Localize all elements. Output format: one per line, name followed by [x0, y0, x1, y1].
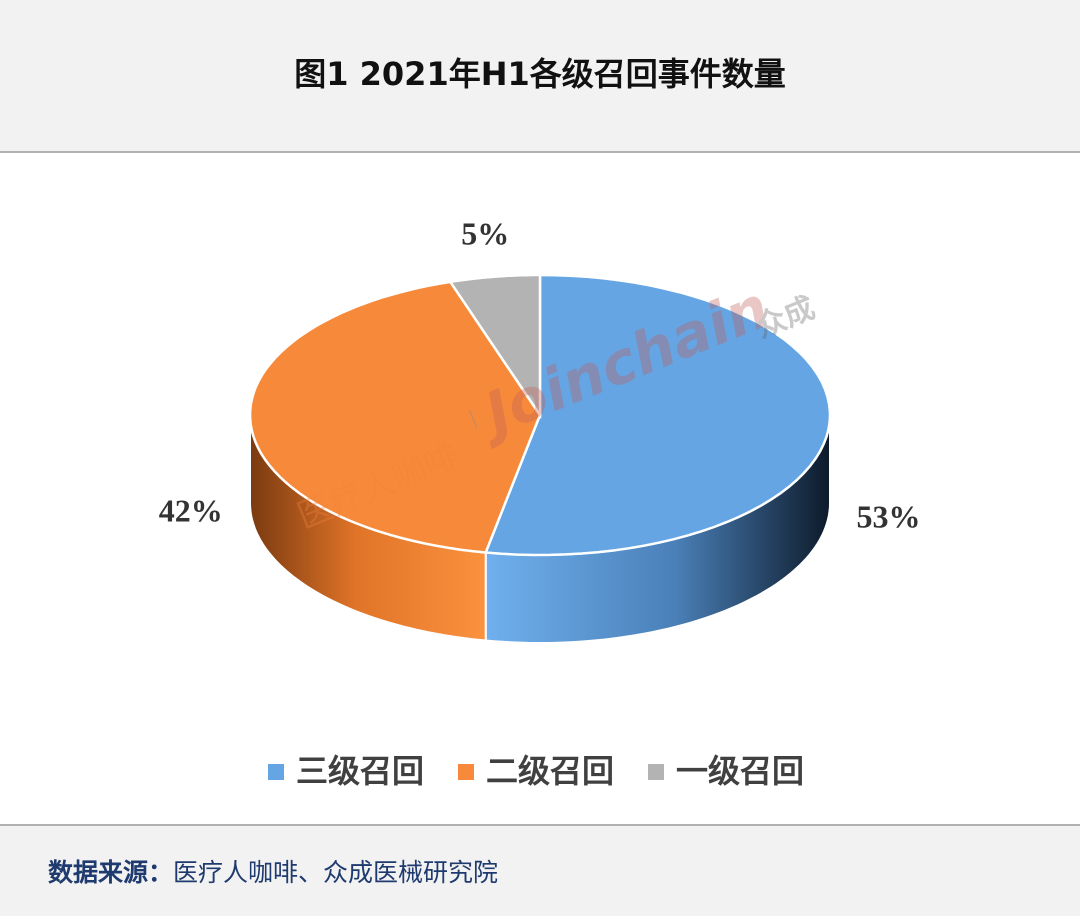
source-text: 医疗人咖啡、众成医械研究院 — [173, 858, 498, 887]
pie-slice — [448, 273, 542, 420]
legend-label: 一级召回 — [676, 752, 804, 790]
legend-swatch — [648, 764, 664, 780]
legend-label: 三级召回 — [296, 752, 424, 790]
data-label: 53% — [856, 498, 920, 534]
chart-title: 图1 2021年H1各级召回事件数量 — [294, 55, 786, 93]
source: 数据来源：医疗人咖啡、众成医械研究院 — [48, 858, 498, 887]
legend-swatch — [268, 764, 284, 780]
legend-swatch — [458, 764, 474, 780]
legend: 三级召回 二级召回 一级召回 — [268, 752, 804, 790]
header-bg — [0, 0, 1080, 152]
pie: 53% 42% 5% — [159, 216, 920, 644]
data-label: 5% — [461, 216, 509, 252]
footer-bg — [0, 825, 1080, 916]
source-label: 数据来源： — [48, 858, 173, 887]
pie-slice — [483, 273, 832, 557]
data-label: 42% — [159, 493, 223, 529]
pie-slice — [248, 280, 542, 554]
legend-label: 二级召回 — [486, 752, 614, 790]
